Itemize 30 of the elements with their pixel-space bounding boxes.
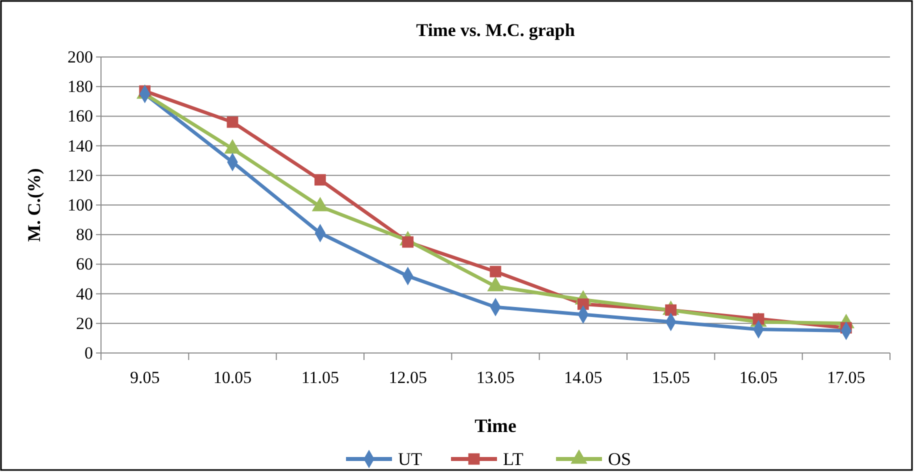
x-axis-title: Time: [474, 416, 516, 437]
y-tick-label: 20: [76, 314, 93, 333]
x-tick-label: 10.05: [213, 368, 252, 388]
y-tick-label: 0: [84, 343, 93, 362]
point: [490, 266, 502, 278]
y-tick-label: 60: [76, 254, 93, 274]
x-tick-label: 11.05: [301, 368, 339, 388]
x-tick-label: 15.05: [652, 368, 690, 388]
y-axis-title: M. C.(%): [24, 168, 44, 242]
x-tick-label: 13.05: [476, 368, 515, 388]
y-tick-label: 120: [68, 166, 93, 185]
x-tick-label: 17.05: [827, 368, 866, 388]
x-tick-label: 16.05: [739, 368, 778, 388]
y-tick-label: 80: [76, 225, 93, 244]
x-tick-label: 14.05: [564, 368, 602, 388]
y-tick-label: 180: [68, 77, 93, 96]
x-tick-label: 12.05: [388, 368, 427, 388]
y-tick-label: 200: [68, 47, 93, 66]
legend-label: LT: [503, 449, 524, 469]
legend-label: UT: [398, 449, 422, 469]
point: [402, 236, 414, 248]
x-tick-label: 9.05: [130, 368, 160, 388]
y-tick-label: 160: [68, 106, 93, 126]
point: [314, 174, 326, 186]
legend-label: OS: [608, 449, 632, 469]
chart-title: Time vs. M.C. graph: [416, 20, 575, 40]
point: [226, 116, 238, 128]
y-tick-label: 100: [68, 195, 93, 214]
y-tick-label: 140: [68, 136, 93, 156]
y-tick-label: 40: [76, 284, 93, 304]
